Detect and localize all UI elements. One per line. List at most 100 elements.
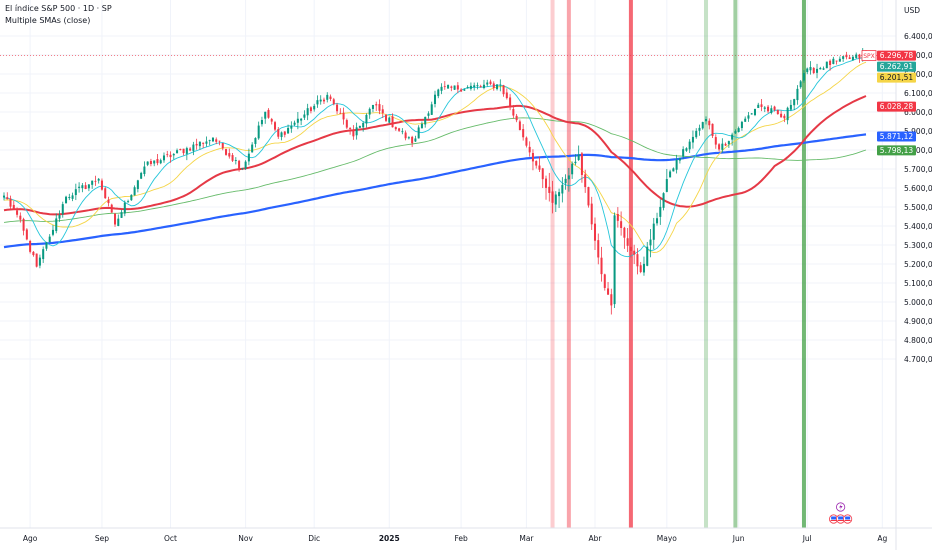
candle-body: [675, 159, 678, 170]
candle-body: [313, 105, 316, 110]
candle: [802, 70, 805, 83]
candle-body: [744, 118, 747, 122]
candle: [375, 101, 378, 111]
candle-body: [309, 107, 312, 112]
candle-body: [545, 178, 548, 188]
candle-body: [414, 138, 417, 142]
sma-100-line: [3, 117, 867, 223]
candle: [825, 61, 828, 69]
candle: [241, 167, 244, 171]
candle-body: [411, 136, 414, 144]
candle: [832, 56, 835, 65]
candle: [505, 88, 508, 100]
candle: [548, 172, 551, 202]
candle: [669, 169, 672, 178]
y-tick-label: 5.300,00: [904, 241, 932, 250]
candle: [806, 67, 809, 75]
candle: [842, 56, 845, 62]
candle: [407, 136, 410, 140]
candle-body: [322, 99, 325, 102]
candle: [176, 148, 179, 154]
candle: [476, 82, 479, 90]
candle: [499, 79, 502, 92]
candle: [773, 105, 776, 112]
y-tick-label: 6.000,00: [904, 108, 932, 117]
candle: [9, 195, 12, 210]
candle: [378, 99, 381, 115]
candle: [597, 233, 600, 265]
candle-body: [394, 127, 397, 130]
candle-body: [332, 99, 335, 105]
candle: [100, 178, 103, 191]
candle: [799, 80, 802, 89]
candle: [665, 168, 668, 193]
candle: [65, 195, 68, 204]
candle: [620, 211, 623, 236]
candle: [561, 177, 564, 203]
candle: [127, 199, 130, 203]
candle: [558, 188, 561, 208]
candle: [264, 111, 267, 124]
candle: [329, 94, 332, 102]
candle: [48, 234, 51, 243]
candle: [91, 180, 94, 189]
candle: [838, 56, 841, 62]
signal-band: [801, 0, 806, 528]
candle: [228, 148, 231, 159]
indicator-label[interactable]: Multiple SMAs (close): [5, 16, 91, 25]
candle: [225, 148, 228, 156]
y-tick-label: 5.200,00: [904, 260, 932, 269]
candle: [169, 151, 172, 163]
candle-body: [84, 185, 87, 189]
candle-body: [714, 137, 717, 145]
chart-title[interactable]: El índice S&P 500 · 1D · SP: [5, 4, 112, 13]
candle-body: [300, 118, 303, 121]
signal-band: [550, 0, 555, 528]
candle: [185, 146, 188, 161]
candle-body: [711, 123, 714, 136]
candle-body: [561, 184, 564, 194]
candle: [463, 88, 466, 91]
candle: [688, 139, 691, 154]
candle: [270, 117, 273, 125]
candle-body: [623, 227, 626, 238]
candle-body: [636, 254, 639, 267]
candle-body: [153, 160, 156, 164]
candle-body: [68, 196, 71, 199]
candle: [737, 126, 740, 133]
candle-body: [799, 81, 802, 88]
candle: [469, 82, 472, 91]
price-tag-value: 6.028,28: [880, 102, 914, 111]
candle: [303, 110, 306, 120]
candle-body: [32, 251, 35, 256]
candle-body: [607, 288, 610, 295]
candle: [855, 52, 858, 59]
candle: [16, 207, 19, 218]
candle: [404, 130, 407, 141]
candle-body: [417, 127, 420, 139]
candle-body: [825, 61, 828, 69]
candle-body: [789, 104, 792, 110]
candle-body: [757, 104, 760, 108]
candle-body: [793, 99, 796, 106]
y-tick-label: 4.800,00: [904, 336, 932, 345]
candle: [698, 124, 701, 136]
candle: [724, 142, 727, 147]
candle: [120, 209, 123, 218]
candle: [277, 126, 280, 139]
candle: [45, 241, 48, 251]
candle: [342, 107, 345, 125]
candle-body: [721, 143, 724, 150]
candle: [522, 124, 525, 141]
candle-body: [404, 132, 407, 139]
candle-body: [329, 96, 332, 100]
candle: [427, 111, 430, 119]
sma-10-line: [4, 56, 867, 258]
price-tag: [877, 61, 916, 72]
candle: [515, 113, 518, 123]
candle-body: [571, 163, 574, 175]
candle: [143, 161, 146, 177]
candle: [509, 94, 512, 111]
